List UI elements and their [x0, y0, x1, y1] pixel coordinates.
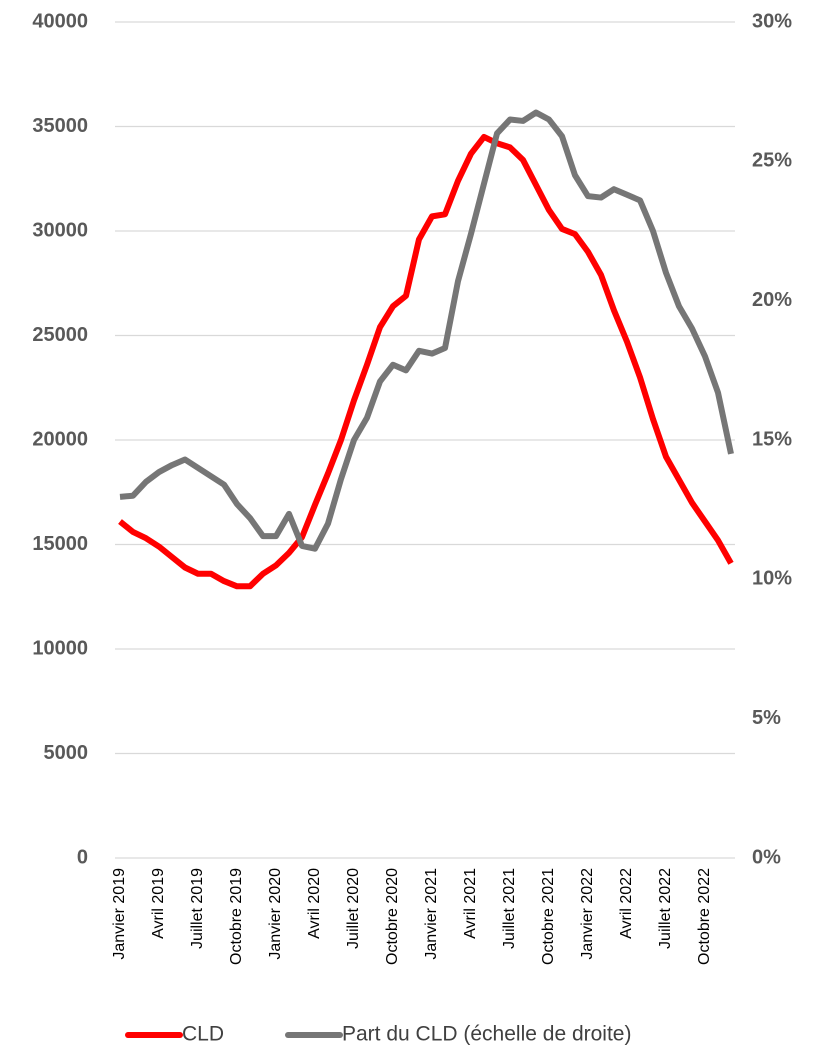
x-tick-label: Janvier 2019 — [111, 868, 128, 960]
x-tick-label: Avril 2019 — [150, 868, 167, 939]
y-tick-label: 5000 — [44, 742, 89, 764]
x-tick-label: Juillet 2022 — [657, 868, 674, 949]
x-tick-label: Juillet 2020 — [345, 868, 362, 949]
y-tick-label: 10000 — [32, 637, 88, 659]
y2-tick-label: 15% — [752, 428, 792, 450]
y-tick-label: 30000 — [32, 219, 88, 241]
y2-tick-label: 10% — [752, 568, 792, 590]
x-tick-label: Avril 2020 — [306, 868, 323, 939]
x-tick-label: Octobre 2022 — [696, 868, 713, 965]
y2-tick-label: 20% — [752, 289, 792, 311]
y-tick-label: 35000 — [32, 115, 88, 137]
x-tick-label: Avril 2022 — [618, 868, 635, 939]
y-tick-label: 0 — [77, 846, 88, 868]
y2-tick-label: 5% — [752, 707, 781, 729]
legend-label: CLD — [182, 1023, 224, 1046]
x-tick-label: Octobre 2020 — [384, 868, 401, 965]
x-tick-label: Janvier 2021 — [423, 868, 440, 960]
y2-tick-label: 0% — [752, 846, 781, 868]
series-line — [119, 109, 734, 552]
x-tick-label: Octobre 2021 — [540, 868, 557, 965]
x-tick-label: Avril 2021 — [462, 868, 479, 939]
series-line — [118, 133, 734, 590]
y2-tick-label: 30% — [752, 10, 792, 32]
x-tick-label: Juillet 2021 — [501, 868, 518, 949]
legend-label: Part du CLD (échelle de droite) — [342, 1023, 631, 1046]
y-tick-label: 40000 — [32, 10, 88, 32]
y-tick-label: 15000 — [32, 533, 88, 555]
x-tick-label: Janvier 2022 — [579, 868, 596, 960]
x-tick-label: Octobre 2019 — [228, 868, 245, 965]
y-tick-label: 25000 — [32, 324, 88, 346]
y2-tick-label: 25% — [752, 150, 792, 172]
x-tick-label: Juillet 2019 — [189, 868, 206, 949]
x-tick-label: Janvier 2020 — [267, 868, 284, 960]
y-tick-label: 20000 — [32, 428, 88, 450]
